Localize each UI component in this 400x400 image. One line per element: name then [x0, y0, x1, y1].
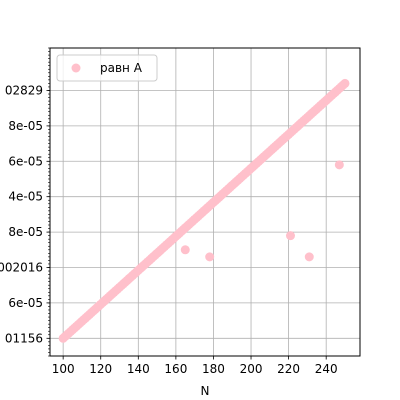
outlier-point — [285, 231, 295, 241]
y-tick-label: 8e-05 — [8, 225, 43, 239]
legend-marker — [71, 63, 81, 73]
y-tick-label: 6e-05 — [8, 154, 43, 168]
data-point — [340, 78, 350, 88]
legend-box — [56, 54, 158, 82]
x-tick-label: 240 — [315, 362, 338, 376]
x-axis-label: N — [201, 384, 210, 398]
x-tick-label: 100 — [52, 362, 75, 376]
legend-label: равн A — [100, 61, 143, 75]
axis-ticks: 100 120 140 160 180 200 220 240 01156 6e-05 002016… — [0, 47, 338, 376]
x-tick-label: 120 — [89, 362, 112, 376]
y-tick-label: 002016 — [0, 260, 43, 274]
y-tick-label: 01156 — [5, 331, 43, 345]
outlier-point — [304, 252, 314, 262]
outlier-point — [180, 245, 190, 255]
data-points — [58, 78, 350, 343]
x-tick-label: 200 — [240, 362, 263, 376]
x-tick-label: 180 — [202, 362, 225, 376]
y-tick-label: 8e-05 — [8, 119, 43, 133]
plot-area-frame — [49, 47, 361, 357]
x-tick-label: 140 — [127, 362, 150, 376]
legend: равн A — [56, 54, 158, 82]
x-tick-label: 160 — [164, 362, 187, 376]
y-tick-label: 6e-05 — [8, 296, 43, 310]
y-tick-label: 4e-05 — [8, 190, 43, 204]
outlier-point — [205, 252, 215, 262]
y-tick-label: 02829 — [5, 83, 43, 97]
outlier-point — [334, 160, 344, 170]
x-tick-label: 220 — [277, 362, 300, 376]
